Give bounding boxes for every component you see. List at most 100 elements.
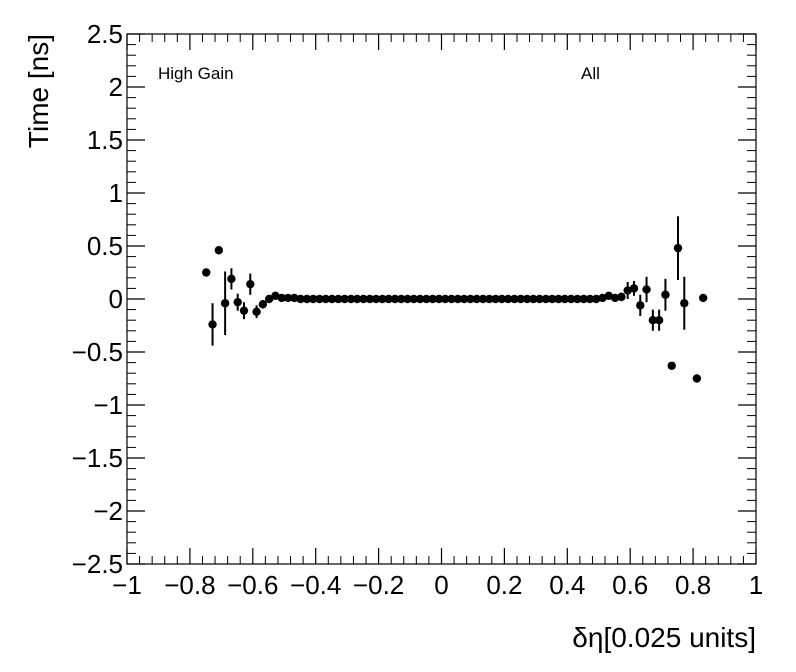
- data-point: [529, 294, 538, 304]
- y-axis-label: Time [ns]: [23, 34, 54, 148]
- data-point: [642, 285, 651, 294]
- data-point: [453, 294, 463, 304]
- data-point: [617, 292, 626, 302]
- data-point: [560, 294, 569, 304]
- data-point: [346, 294, 356, 304]
- data-point: [296, 294, 305, 304]
- data-point: [535, 294, 544, 304]
- data-point: [233, 297, 242, 307]
- data-point: [447, 294, 456, 304]
- data-point: [680, 299, 689, 308]
- x-tick-label: −0.8: [164, 570, 215, 600]
- data-point: [246, 279, 255, 289]
- data-point: [491, 294, 500, 304]
- data-point: [497, 294, 507, 304]
- data-point: [315, 294, 324, 304]
- data-point: [359, 294, 368, 304]
- data-point: [302, 294, 312, 304]
- data-point: [585, 294, 595, 304]
- data-point: [648, 316, 658, 325]
- x-tick-label: 1: [749, 570, 763, 600]
- data-point: [459, 294, 469, 304]
- data-point: [327, 294, 337, 304]
- x-tick-label: 0.6: [612, 570, 648, 600]
- y-tick-label: 2: [109, 72, 123, 102]
- data-point: [673, 243, 683, 253]
- data-point: [692, 374, 702, 383]
- data-point: [667, 361, 676, 370]
- x-tick-labels: −1 −0.8 −0.6 −0.4 −0.2 0 0.2 0.4 0.6 0.8 1: [112, 570, 763, 600]
- annotation-all: All: [581, 64, 600, 83]
- y-tick-labels: −2.5 −2 −1.5 −1 −0.5 0 0.5 1 1.5 2 2.5: [72, 19, 123, 579]
- data-point: [397, 294, 406, 304]
- data-point: [428, 294, 437, 304]
- x-tick-label: −0.4: [290, 570, 341, 600]
- data-point: [554, 294, 563, 304]
- data-point: [579, 294, 588, 304]
- data-point: [592, 294, 601, 304]
- data-point: [522, 294, 532, 304]
- data-point: [541, 294, 551, 304]
- data-point: [573, 294, 582, 304]
- data-point: [415, 294, 425, 304]
- data-point: [485, 294, 494, 304]
- data-point: [636, 301, 645, 310]
- data-point: [566, 294, 576, 304]
- data-point: [308, 294, 318, 304]
- data-point: [353, 294, 362, 304]
- data-point: [510, 294, 519, 304]
- data-point: [434, 294, 444, 304]
- data-point: [390, 294, 400, 304]
- y-tick-label: 0: [109, 284, 123, 314]
- data-point: [371, 294, 381, 304]
- x-tick-label: −0.6: [227, 570, 278, 600]
- data-point: [629, 284, 639, 293]
- y-tick-label: −1: [93, 390, 123, 420]
- data-point: [208, 320, 217, 329]
- y-tick-label: −1.5: [72, 443, 123, 473]
- data-point: [384, 294, 393, 304]
- data-point: [478, 294, 488, 304]
- data-points: [202, 243, 708, 383]
- data-point: [466, 294, 475, 304]
- y-tick-label: −0.5: [72, 337, 123, 367]
- y-tick-label: 1: [109, 178, 123, 208]
- data-point: [661, 290, 670, 299]
- y-tick-label: 2.5: [87, 19, 123, 49]
- data-point: [277, 293, 286, 303]
- x-axis-label: δη[0.025 units]: [572, 622, 756, 653]
- data-point: [516, 294, 525, 304]
- data-point: [365, 294, 374, 304]
- data-point: [239, 306, 249, 315]
- data-point: [610, 293, 620, 303]
- data-point: [548, 294, 557, 304]
- error-bars: [211, 216, 686, 346]
- y-tick-label: −2: [93, 496, 123, 526]
- y-tick-label: −2.5: [72, 549, 123, 579]
- data-point: [409, 294, 419, 304]
- y-tick-label: 0.5: [87, 231, 123, 261]
- data-point: [654, 316, 664, 325]
- y-tick-label: 1.5: [87, 125, 123, 155]
- data-point: [321, 294, 330, 304]
- data-point: [283, 293, 293, 303]
- x-tick-label: −0.2: [353, 570, 404, 600]
- data-point: [503, 294, 513, 304]
- data-point: [220, 299, 230, 308]
- data-point: [422, 294, 431, 304]
- data-point: [472, 294, 481, 304]
- data-point: [264, 294, 274, 304]
- data-point: [334, 294, 343, 304]
- data-point: [290, 293, 299, 303]
- x-tick-label: 0.4: [549, 570, 585, 600]
- data-point: [252, 307, 261, 316]
- data-point: [378, 294, 387, 304]
- annotation-high-gain: High Gain: [158, 64, 234, 83]
- data-point: [340, 294, 349, 304]
- data-point: [202, 268, 211, 277]
- data-point: [227, 274, 236, 284]
- x-tick-label: 0: [434, 570, 448, 600]
- x-tick-label: 0.8: [675, 570, 711, 600]
- axis-ticks: [126, 33, 757, 565]
